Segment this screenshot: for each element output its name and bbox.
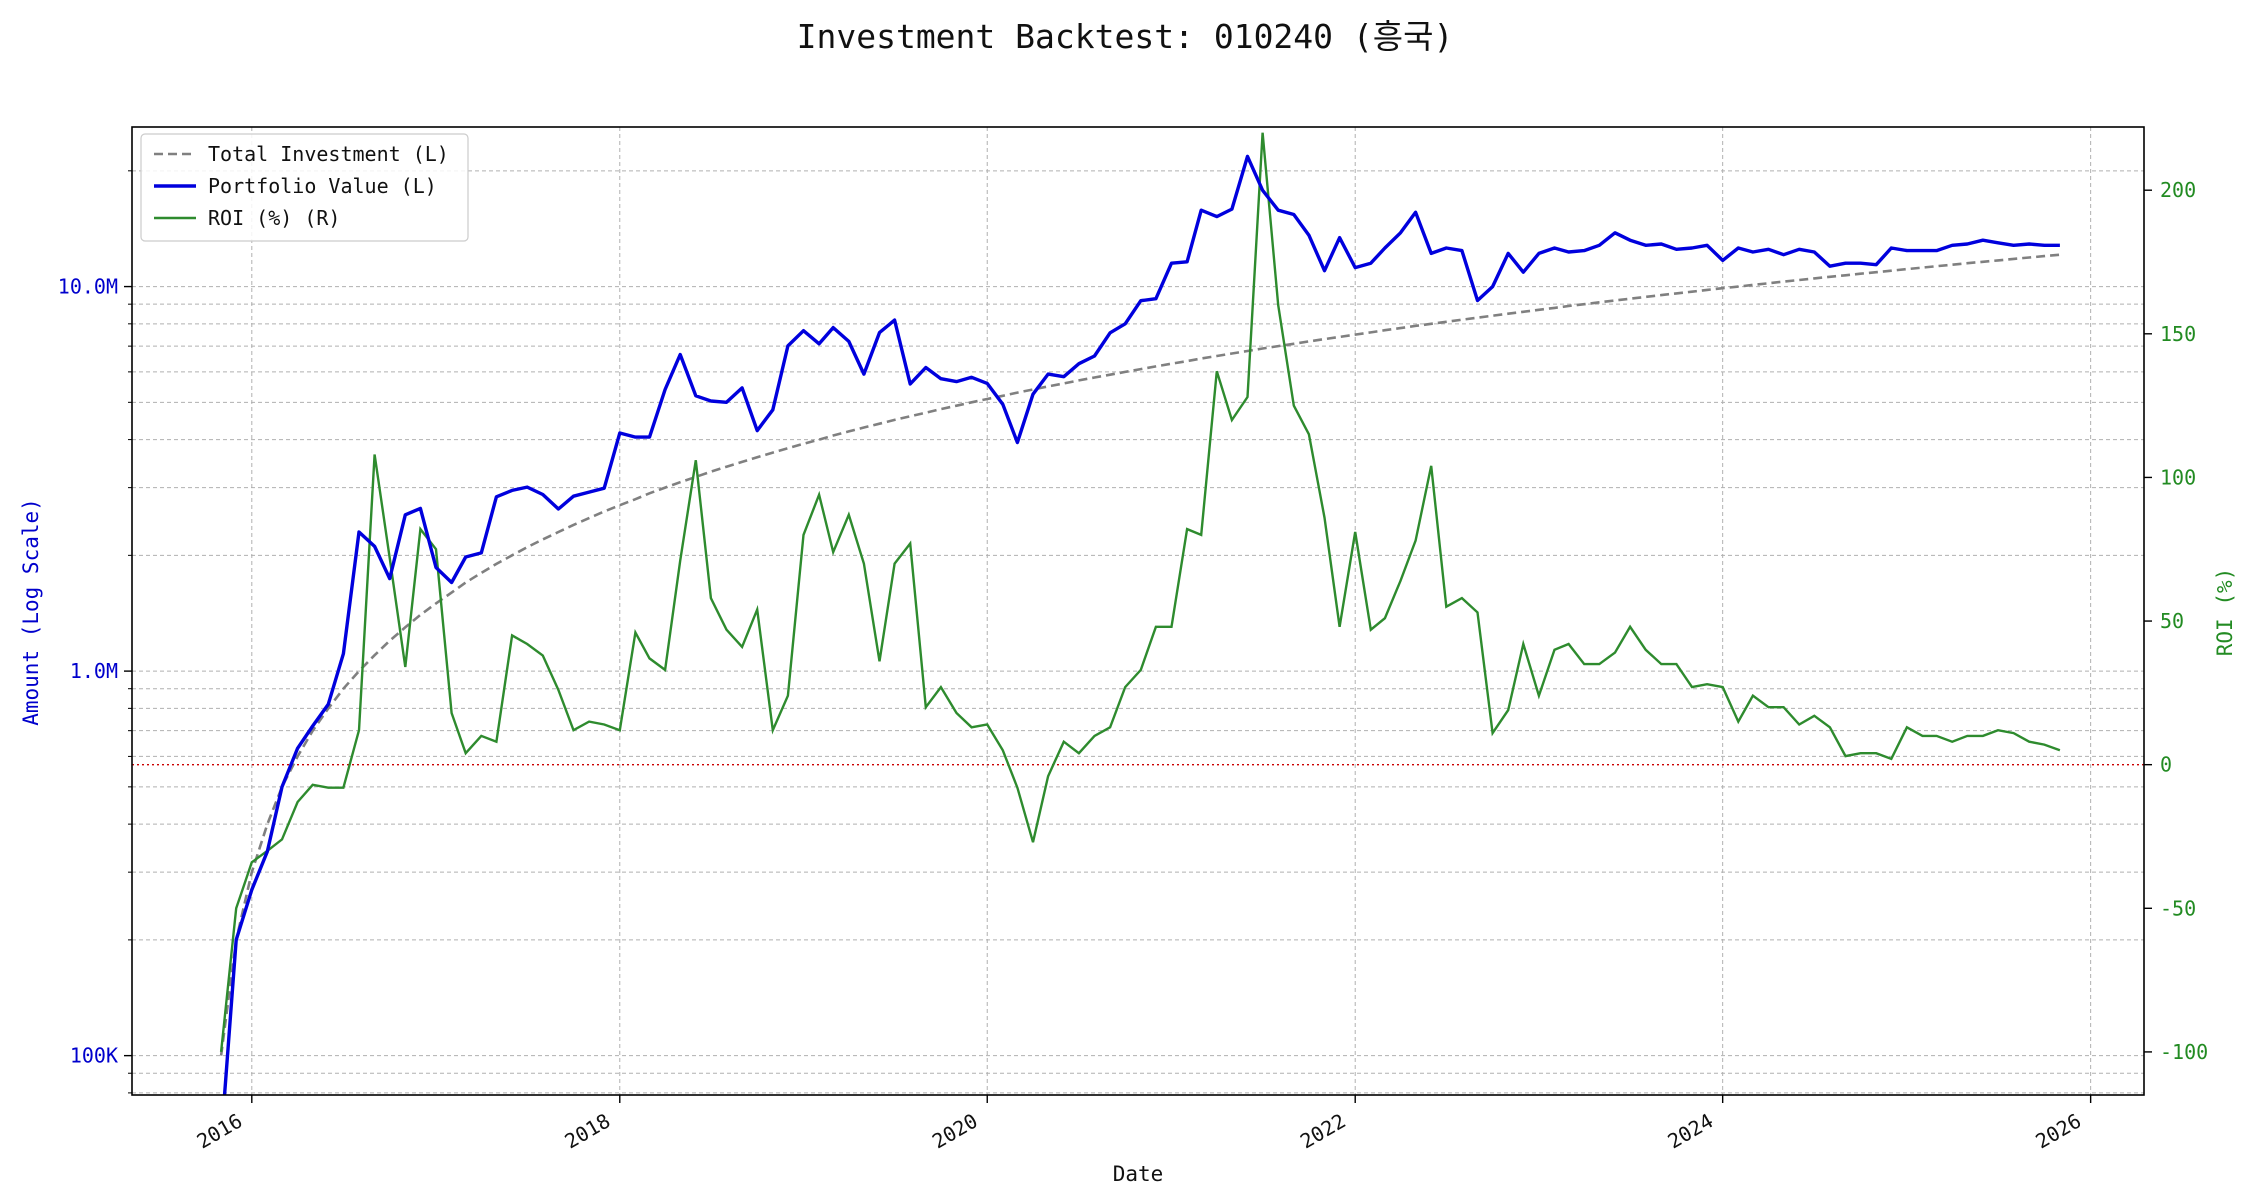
right-tick-label--50: -50 <box>2160 896 2196 920</box>
right-y-axis: -100 -50 0 50 100 150 200 <box>2144 178 2208 1064</box>
x-axis-label: Date <box>1113 1162 1164 1186</box>
right-tick-label-0: 0 <box>2160 753 2172 777</box>
right-tick-label-150: 150 <box>2160 322 2196 346</box>
x-tick-label-2016: 2016 <box>193 1109 247 1154</box>
x-tick-label-2018: 2018 <box>561 1109 615 1154</box>
legend: Total Investment (L) Portfolio Value (L)… <box>140 133 469 242</box>
x-tick-label-2026: 2026 <box>2031 1109 2085 1154</box>
left-tick-label-100K: 100K <box>70 1044 118 1068</box>
legend-label-roi: ROI (%) (R) <box>208 206 340 230</box>
plot-frame <box>131 126 2145 1096</box>
chart-title: Investment Backtest: 010240 (흥국) <box>797 17 1454 56</box>
series-layer <box>219 132 2061 1095</box>
roi-line <box>219 132 2061 1053</box>
left-y-axis-label: Amount (Log Scale) <box>19 498 43 726</box>
left-tick-label-1.0M: 1.0M <box>70 659 118 683</box>
right-tick-label-200: 200 <box>2160 178 2196 202</box>
total-investment-line <box>219 253 2061 1056</box>
x-tick-label-2022: 2022 <box>1296 1109 1350 1154</box>
left-tick-label-10.0M: 10.0M <box>58 275 118 299</box>
legend-box <box>140 133 469 242</box>
right-y-axis-label: ROI (%) <box>2213 568 2237 657</box>
right-tick-label-100: 100 <box>2160 465 2196 489</box>
right-tick-label--100: -100 <box>2160 1040 2208 1064</box>
x-tick-label-2024: 2024 <box>1663 1109 1717 1154</box>
legend-label-total-investment: Total Investment (L) <box>208 142 449 166</box>
x-axis: 2016 2018 2020 2022 2024 2026 <box>193 1095 2092 1154</box>
left-y-axis: 100K 1.0M 10.0M <box>58 170 132 1094</box>
right-tick-label-50: 50 <box>2160 609 2184 633</box>
x-tick-label-2020: 2020 <box>928 1109 982 1154</box>
grid-layer <box>132 127 2144 1095</box>
portfolio-value-line <box>222 154 2060 1095</box>
legend-label-portfolio-value: Portfolio Value (L) <box>208 174 437 198</box>
